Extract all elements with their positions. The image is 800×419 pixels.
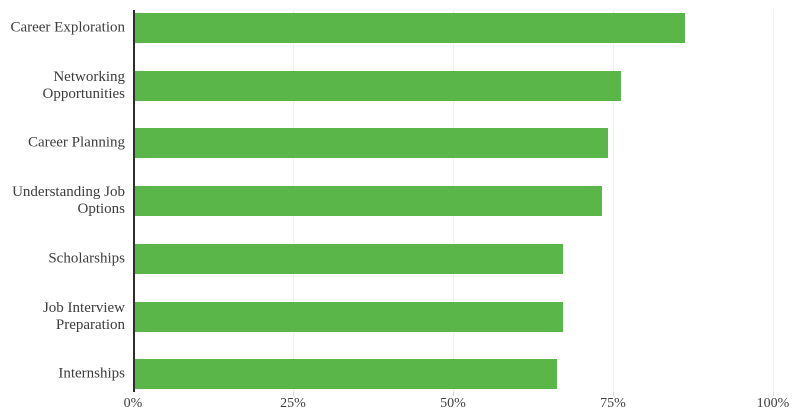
x-axis-tick-label: 25% <box>280 396 306 411</box>
x-axis-tick-label: 0% <box>123 396 143 411</box>
category-label: Internships <box>58 365 125 382</box>
category-label: Understanding Job Options <box>12 183 125 218</box>
category-label: Job Interview Preparation <box>42 299 125 333</box>
bar <box>134 359 557 390</box>
bar <box>134 301 564 332</box>
category-label: Networking Opportunities <box>42 68 126 102</box>
bar <box>134 243 564 274</box>
x-axis-tick-mark <box>613 392 614 396</box>
bar <box>134 186 602 217</box>
x-axis-tick-label: 100% <box>756 396 790 411</box>
bar <box>134 128 609 159</box>
bar <box>134 13 685 43</box>
bar <box>134 70 621 101</box>
x-axis-tick-mark <box>293 392 294 396</box>
gridline <box>773 10 774 392</box>
x-axis-tick-mark <box>453 392 454 396</box>
category-label: Career Exploration <box>10 19 125 36</box>
category-label: Career Planning <box>27 134 125 151</box>
x-axis-tick-mark <box>773 392 774 396</box>
category-label: Scholarships <box>48 250 125 267</box>
y-axis-line <box>133 10 135 392</box>
x-axis-tick-label: 75% <box>600 396 626 411</box>
x-axis-tick-label: 50% <box>440 396 466 411</box>
gridline <box>613 10 614 392</box>
